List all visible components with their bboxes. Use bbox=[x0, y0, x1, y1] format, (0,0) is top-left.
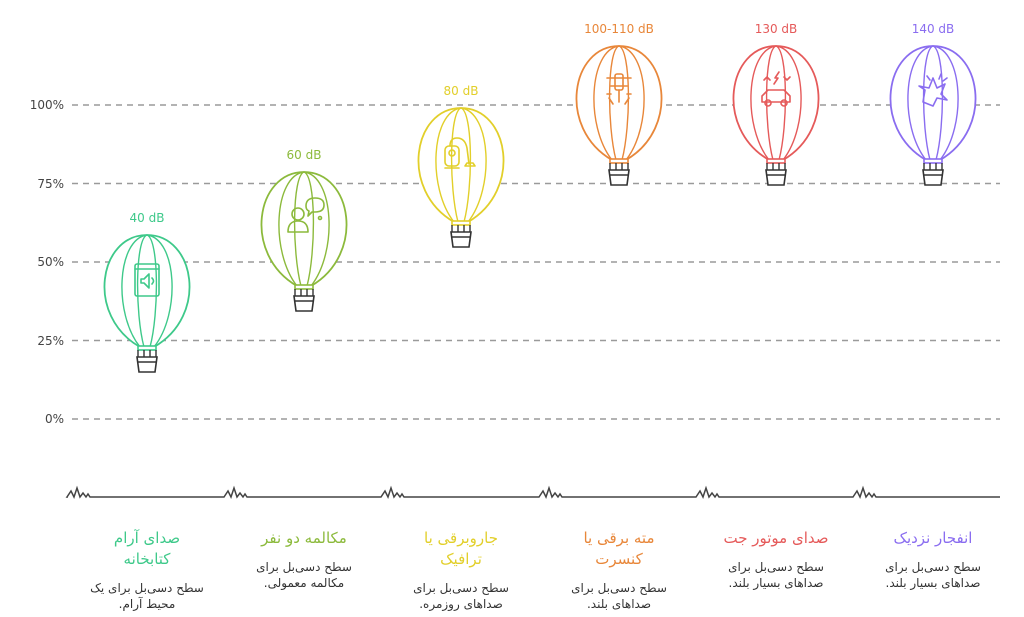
balloon-basket bbox=[293, 295, 315, 312]
balloon-collar bbox=[609, 158, 629, 164]
balloon-4 bbox=[732, 45, 820, 186]
explosion-icon bbox=[918, 73, 948, 107]
y-tick-label: 50% bbox=[37, 255, 64, 269]
category-description: سطح دسی‌بل برای یک محیط آرام. bbox=[90, 581, 204, 611]
balloon-envelope bbox=[260, 171, 348, 287]
balloon-ropes bbox=[766, 163, 786, 170]
balloon-collar bbox=[294, 284, 314, 290]
speaker-book-icon bbox=[134, 263, 160, 297]
baseline-line bbox=[65, 485, 1000, 499]
people-talking-icon bbox=[287, 197, 325, 233]
balloon-ribs bbox=[593, 45, 645, 161]
y-tick-label: 25% bbox=[37, 333, 64, 348]
jet-engine-car-icon bbox=[761, 71, 791, 107]
balloon-envelope bbox=[575, 45, 663, 161]
category-description: سطح دسی‌بل برای صداهای بلند. bbox=[571, 581, 667, 611]
balloon-1 bbox=[260, 171, 348, 312]
balloons bbox=[103, 45, 977, 373]
balloon-basket bbox=[136, 356, 158, 373]
value-label: 130 dB bbox=[754, 22, 798, 36]
balloon-ropes bbox=[451, 225, 471, 232]
balloon-envelope bbox=[889, 45, 977, 161]
vacuum-cleaner-icon bbox=[444, 137, 476, 169]
balloon-envelope bbox=[732, 45, 820, 161]
balloon-collar bbox=[923, 158, 943, 164]
y-tick-label: 75% bbox=[37, 176, 64, 191]
balloon-ribs bbox=[121, 234, 173, 348]
category-title: جاروبرقی یا ترافیک bbox=[424, 529, 498, 568]
category-title: مته برقی یا کنسرت bbox=[583, 529, 655, 568]
balloon-ribs bbox=[435, 107, 487, 223]
category-description: سطح دسی‌بل برای مکالمه معمولی. bbox=[256, 560, 352, 590]
y-tick-label: 100% bbox=[29, 98, 64, 112]
balloon-collar bbox=[451, 220, 471, 226]
value-label: 140 dB bbox=[911, 22, 955, 36]
balloon-ropes bbox=[923, 163, 943, 170]
value-label: 60 dB bbox=[286, 148, 322, 162]
baseline bbox=[65, 485, 1000, 499]
balloon-basket bbox=[922, 169, 944, 186]
balloon-basket bbox=[765, 169, 787, 186]
balloon-2 bbox=[417, 107, 505, 248]
category-title: مکالمه دو نفر bbox=[261, 529, 347, 547]
balloon-ropes bbox=[609, 163, 629, 170]
category-description: سطح دسی‌بل برای صداهای بسیار بلند. bbox=[728, 560, 824, 590]
balloon-collar bbox=[137, 345, 157, 351]
balloon-basket bbox=[450, 231, 472, 248]
category-description: سطح دسی‌بل برای صداهای روزمره. bbox=[413, 581, 509, 611]
category-description: سطح دسی‌بل برای صداهای بسیار بلند. bbox=[885, 560, 981, 590]
balloon-ribs bbox=[278, 171, 330, 287]
value-label: 40 dB bbox=[129, 211, 165, 225]
balloon-3 bbox=[575, 45, 663, 186]
balloon-basket bbox=[608, 169, 630, 186]
balloon-ropes bbox=[294, 289, 314, 296]
balloon-ropes bbox=[137, 350, 157, 357]
balloon-5 bbox=[889, 45, 977, 186]
balloon-ribs bbox=[907, 45, 959, 161]
category-title: صدای آرام کتابخانه bbox=[113, 529, 181, 568]
value-label: 100-110 dB bbox=[584, 22, 654, 36]
balloon-0 bbox=[103, 234, 191, 373]
balloon-ribs bbox=[750, 45, 802, 161]
balloon-envelope bbox=[103, 234, 191, 348]
balloon-envelope bbox=[417, 107, 505, 223]
category-title: صدای موتور جت bbox=[723, 529, 829, 547]
y-tick-label: 0% bbox=[44, 412, 64, 426]
power-drill-icon bbox=[606, 73, 632, 105]
grid-lines bbox=[72, 104, 1000, 420]
value-label: 80 dB bbox=[443, 84, 479, 98]
balloon-collar bbox=[766, 158, 786, 164]
category-title: انفجار نزدیک bbox=[893, 529, 973, 547]
